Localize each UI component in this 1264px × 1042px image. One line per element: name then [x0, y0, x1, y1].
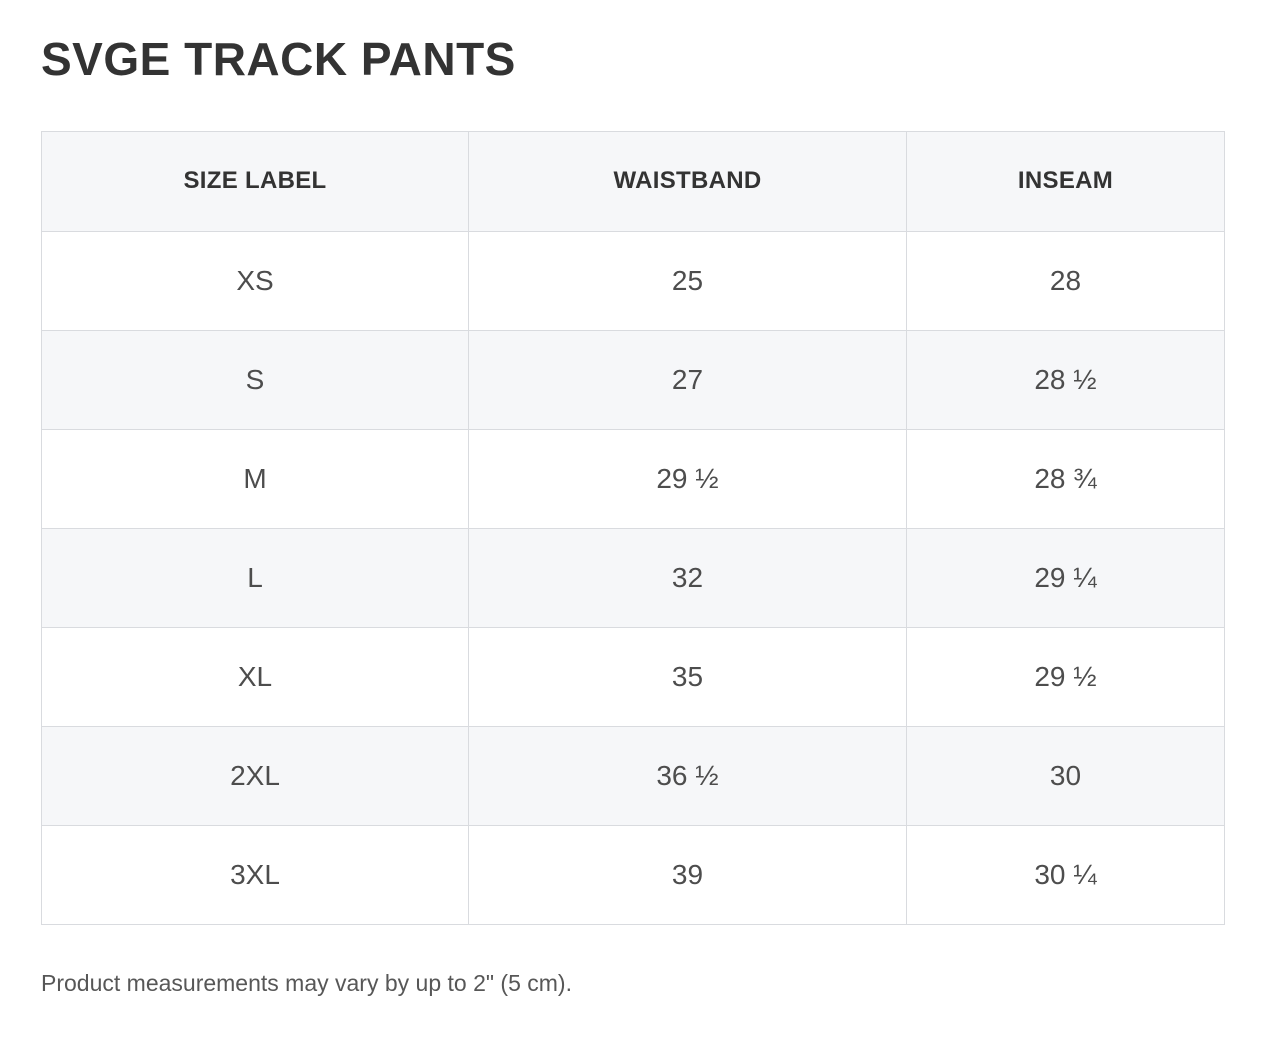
size-cell: 2XL — [41, 725, 469, 826]
inseam-cell: 29 ½ — [906, 626, 1225, 727]
size-cell: L — [41, 527, 469, 628]
size-cell: XS — [41, 230, 469, 331]
size-cell: 3XL — [41, 824, 469, 925]
size-cell: XL — [41, 626, 469, 727]
waistband-cell: 25 — [468, 230, 907, 331]
measurement-disclaimer: Product measurements may vary by up to 2… — [41, 969, 572, 996]
inseam-cell: 30 ¼ — [906, 824, 1225, 925]
table-row: 3XL 39 30 ¼ — [41, 824, 1225, 925]
table-row: XS 25 28 — [41, 230, 1225, 331]
column-header-inseam: INSEAM — [906, 130, 1225, 232]
table-row: XL 35 29 ½ — [41, 626, 1225, 727]
inseam-cell: 28 — [906, 230, 1225, 331]
inseam-cell: 28 ¾ — [906, 428, 1225, 529]
size-chart-header: SIZE LABEL WAISTBAND INSEAM — [41, 130, 1225, 232]
inseam-cell: 29 ¼ — [906, 527, 1225, 628]
waistband-cell: 27 — [468, 329, 907, 430]
waistband-cell: 39 — [468, 824, 907, 925]
table-row: M 29 ½ 28 ¾ — [41, 428, 1225, 529]
header-row: SIZE LABEL WAISTBAND INSEAM — [41, 130, 1225, 232]
column-header-size-label: SIZE LABEL — [41, 130, 469, 232]
size-chart-table: SIZE LABEL WAISTBAND INSEAM XS 25 28 S 2… — [41, 130, 1225, 925]
inseam-cell: 28 ½ — [906, 329, 1225, 430]
waistband-cell: 29 ½ — [468, 428, 907, 529]
inseam-cell: 30 — [906, 725, 1225, 826]
table-row: S 27 28 ½ — [41, 329, 1225, 430]
size-cell: M — [41, 428, 469, 529]
table-row: L 32 29 ¼ — [41, 527, 1225, 628]
size-cell: S — [41, 329, 469, 430]
page-title: SVGE TRACK PANTS — [41, 33, 516, 85]
table-row: 2XL 36 ½ 30 — [41, 725, 1225, 826]
waistband-cell: 32 — [468, 527, 907, 628]
size-chart-body: XS 25 28 S 27 28 ½ M 29 ½ 28 ¾ L 32 29 ¼… — [41, 230, 1225, 925]
waistband-cell: 35 — [468, 626, 907, 727]
waistband-cell: 36 ½ — [468, 725, 907, 826]
column-header-waistband: WAISTBAND — [468, 130, 907, 232]
